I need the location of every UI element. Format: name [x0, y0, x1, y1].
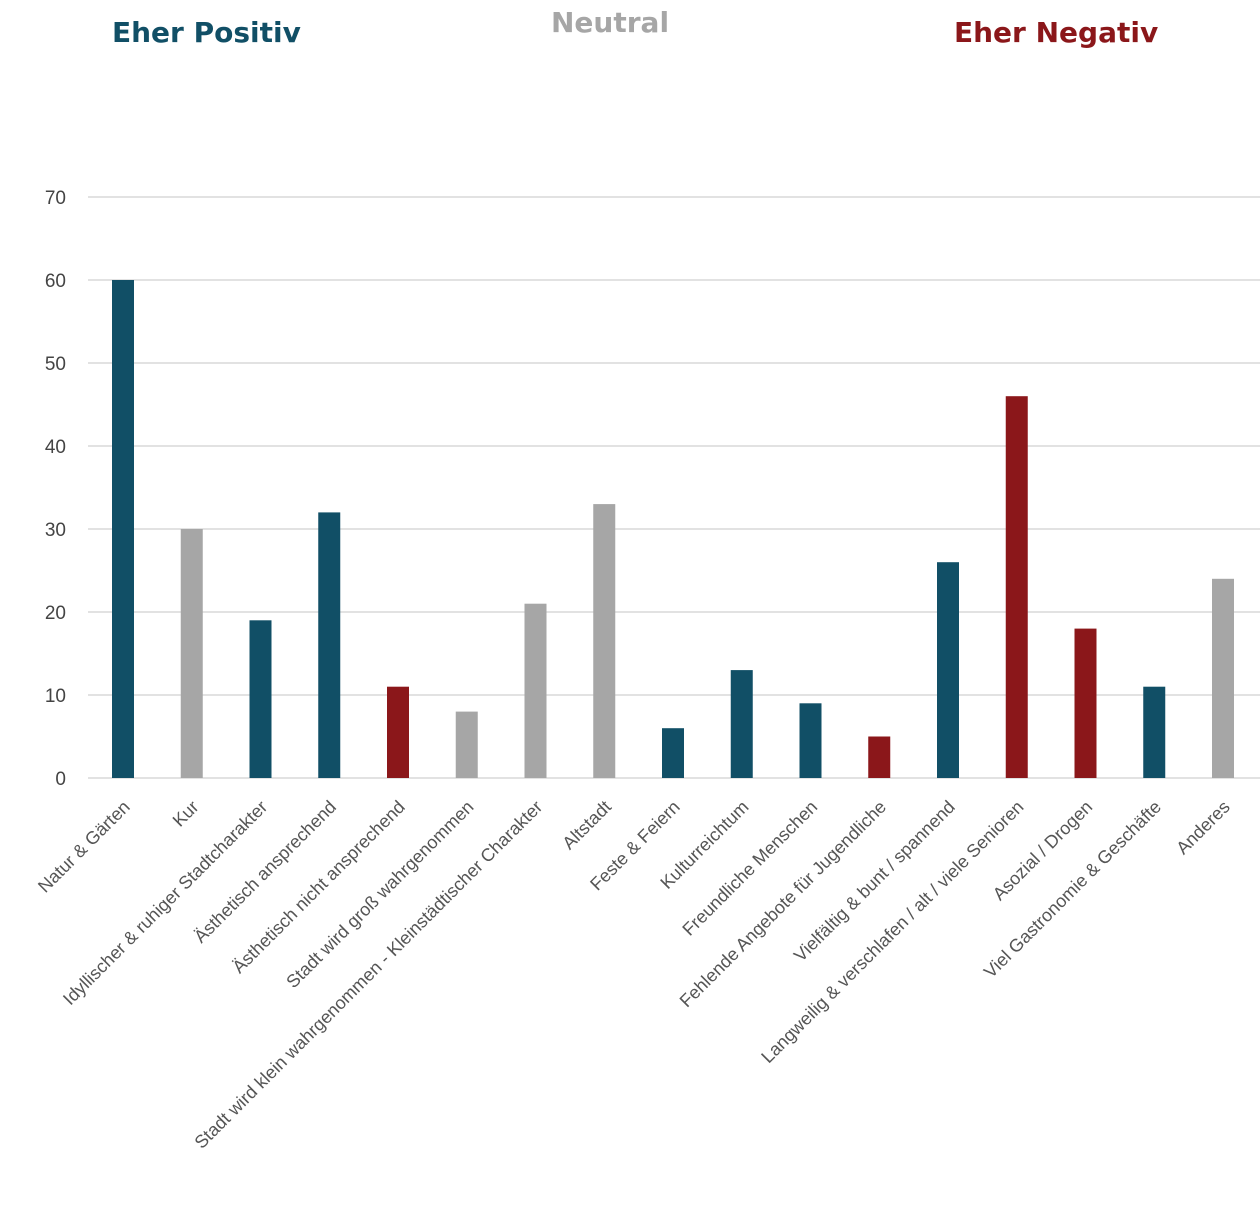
bar-7	[524, 603, 547, 778]
x-category-label: Anderes	[1172, 797, 1234, 859]
legend-positive: Eher Positiv	[112, 16, 301, 49]
bar-2	[180, 529, 203, 778]
y-tick-label: 0	[55, 769, 66, 790]
bar-5	[387, 686, 409, 778]
y-tick-label: 10	[45, 686, 66, 707]
x-category-label: Natur & Gärten	[34, 797, 134, 897]
y-axis-ticks: 0 10 20 30 40 50 60 70	[45, 188, 66, 790]
x-category-label: Kur	[169, 797, 203, 831]
x-category-label: Ästhetisch ansprechend	[190, 797, 340, 947]
legend-neutral: Neutral	[551, 6, 670, 39]
bars	[112, 280, 1234, 778]
bar-6	[455, 711, 478, 778]
y-tick-label: 20	[45, 603, 66, 624]
bar-15	[1074, 628, 1097, 778]
bar-8	[593, 504, 616, 778]
bar-9	[662, 728, 684, 778]
bar-17	[1212, 578, 1234, 778]
gridlines	[88, 196, 1260, 779]
y-tick-label: 40	[45, 437, 66, 458]
bar-3	[249, 620, 272, 778]
bar-14	[1005, 396, 1028, 778]
x-category-label: Altstadt	[558, 797, 615, 854]
bar-10	[730, 670, 753, 778]
y-tick-label: 50	[45, 354, 66, 375]
y-tick-label: 30	[45, 520, 66, 541]
bar-1	[112, 280, 134, 778]
y-tick-label: 70	[45, 188, 66, 209]
bar-16	[1143, 686, 1166, 778]
bar-11	[799, 703, 822, 778]
bar-12	[868, 736, 891, 778]
bar-13	[937, 562, 959, 778]
y-tick-label: 60	[45, 271, 66, 292]
x-category-label: Freundliche Menschen	[678, 797, 821, 940]
bar-4	[318, 512, 341, 778]
x-category-label: Langweilig & verschlafen / alt / viele S…	[757, 797, 1027, 1067]
legend-negative: Eher Negativ	[954, 16, 1159, 49]
